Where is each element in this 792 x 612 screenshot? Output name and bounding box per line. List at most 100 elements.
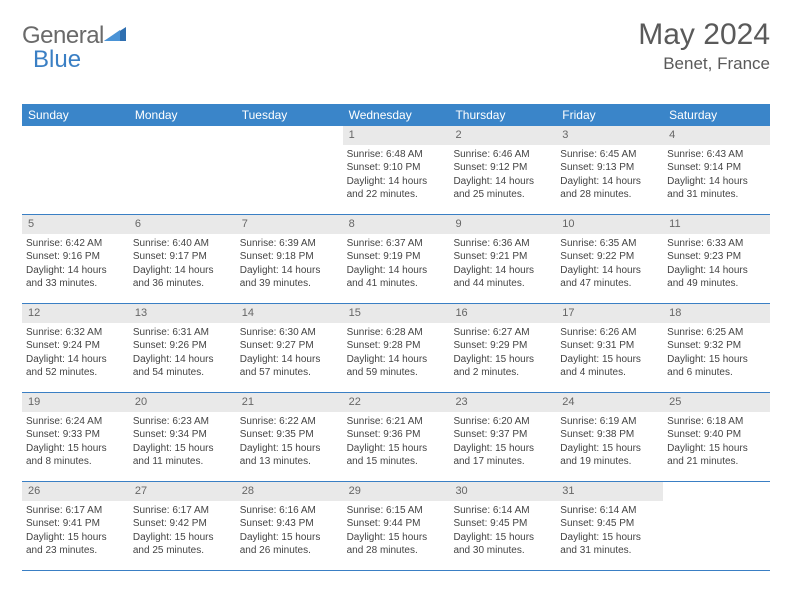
sunrise-line: Sunrise: 6:27 AM <box>453 326 552 340</box>
day-number: 6 <box>129 215 236 234</box>
day-info: Sunrise: 6:20 AMSunset: 9:37 PMDaylight:… <box>449 412 556 475</box>
sunrise-line: Sunrise: 6:18 AM <box>667 415 766 429</box>
week-row: 1Sunrise: 6:48 AMSunset: 9:10 PMDaylight… <box>22 126 770 215</box>
daylight-line: Daylight: 14 hours and 54 minutes. <box>133 353 232 380</box>
header: General May 2024 Benet, France <box>22 18 770 74</box>
daylight-line: Daylight: 14 hours and 39 minutes. <box>240 264 339 291</box>
day-info: Sunrise: 6:32 AMSunset: 9:24 PMDaylight:… <box>22 323 129 386</box>
day-number: 12 <box>22 304 129 323</box>
sunrise-line: Sunrise: 6:20 AM <box>453 415 552 429</box>
sunset-line: Sunset: 9:28 PM <box>347 339 446 353</box>
sunrise-line: Sunrise: 6:43 AM <box>667 148 766 162</box>
daylight-line: Daylight: 14 hours and 31 minutes. <box>667 175 766 202</box>
day-info: Sunrise: 6:14 AMSunset: 9:45 PMDaylight:… <box>556 501 663 564</box>
weekday-saturday: Saturday <box>663 104 770 126</box>
day-cell: 5Sunrise: 6:42 AMSunset: 9:16 PMDaylight… <box>22 215 129 303</box>
daylight-line: Daylight: 15 hours and 13 minutes. <box>240 442 339 469</box>
day-cell: 22Sunrise: 6:21 AMSunset: 9:36 PMDayligh… <box>343 393 450 481</box>
day-cell <box>236 126 343 214</box>
day-number: 17 <box>556 304 663 323</box>
day-info: Sunrise: 6:37 AMSunset: 9:19 PMDaylight:… <box>343 234 450 297</box>
weekday-thursday: Thursday <box>449 104 556 126</box>
sunrise-line: Sunrise: 6:28 AM <box>347 326 446 340</box>
day-number: 1 <box>343 126 450 145</box>
day-number: 15 <box>343 304 450 323</box>
sunset-line: Sunset: 9:13 PM <box>560 161 659 175</box>
day-info: Sunrise: 6:19 AMSunset: 9:38 PMDaylight:… <box>556 412 663 475</box>
week-row: 26Sunrise: 6:17 AMSunset: 9:41 PMDayligh… <box>22 482 770 571</box>
sunrise-line: Sunrise: 6:24 AM <box>26 415 125 429</box>
daylight-line: Daylight: 14 hours and 33 minutes. <box>26 264 125 291</box>
day-number: 3 <box>556 126 663 145</box>
day-info: Sunrise: 6:24 AMSunset: 9:33 PMDaylight:… <box>22 412 129 475</box>
daylight-line: Daylight: 14 hours and 22 minutes. <box>347 175 446 202</box>
day-info: Sunrise: 6:35 AMSunset: 9:22 PMDaylight:… <box>556 234 663 297</box>
daylight-line: Daylight: 15 hours and 25 minutes. <box>133 531 232 558</box>
sunset-line: Sunset: 9:34 PM <box>133 428 232 442</box>
daylight-line: Daylight: 14 hours and 28 minutes. <box>560 175 659 202</box>
day-cell: 18Sunrise: 6:25 AMSunset: 9:32 PMDayligh… <box>663 304 770 392</box>
day-number: 27 <box>129 482 236 501</box>
day-number: 4 <box>663 126 770 145</box>
day-info: Sunrise: 6:36 AMSunset: 9:21 PMDaylight:… <box>449 234 556 297</box>
day-number: 9 <box>449 215 556 234</box>
daylight-line: Daylight: 15 hours and 11 minutes. <box>133 442 232 469</box>
daylight-line: Daylight: 15 hours and 23 minutes. <box>26 531 125 558</box>
day-number: 10 <box>556 215 663 234</box>
logo-text-blue: Blue <box>33 46 81 74</box>
day-info: Sunrise: 6:40 AMSunset: 9:17 PMDaylight:… <box>129 234 236 297</box>
day-cell <box>129 126 236 214</box>
daylight-line: Daylight: 15 hours and 8 minutes. <box>26 442 125 469</box>
day-cell <box>22 126 129 214</box>
day-cell: 2Sunrise: 6:46 AMSunset: 9:12 PMDaylight… <box>449 126 556 214</box>
sunset-line: Sunset: 9:19 PM <box>347 250 446 264</box>
day-info: Sunrise: 6:25 AMSunset: 9:32 PMDaylight:… <box>663 323 770 386</box>
day-cell: 7Sunrise: 6:39 AMSunset: 9:18 PMDaylight… <box>236 215 343 303</box>
day-number: 23 <box>449 393 556 412</box>
day-number: 31 <box>556 482 663 501</box>
day-info: Sunrise: 6:28 AMSunset: 9:28 PMDaylight:… <box>343 323 450 386</box>
day-number: 8 <box>343 215 450 234</box>
weekday-friday: Friday <box>556 104 663 126</box>
day-number: 29 <box>343 482 450 501</box>
day-cell: 25Sunrise: 6:18 AMSunset: 9:40 PMDayligh… <box>663 393 770 481</box>
day-cell: 4 Sunrise: 6:43 AMSunset: 9:14 PMDaylight… <box>663 126 770 214</box>
weekday-monday: Monday <box>129 104 236 126</box>
sunrise-line: Sunrise: 6:26 AM <box>560 326 659 340</box>
daylight-line: Daylight: 15 hours and 2 minutes. <box>453 353 552 380</box>
day-cell: 15Sunrise: 6:28 AMSunset: 9:28 PMDayligh… <box>343 304 450 392</box>
daylight-line: Daylight: 15 hours and 28 minutes. <box>347 531 446 558</box>
sunset-line: Sunset: 9:12 PM <box>453 161 552 175</box>
day-cell: 19Sunrise: 6:24 AMSunset: 9:33 PMDayligh… <box>22 393 129 481</box>
day-number: 14 <box>236 304 343 323</box>
weekday-header: SundayMondayTuesdayWednesdayThursdayFrid… <box>22 104 770 126</box>
day-info: Sunrise: 6:39 AMSunset: 9:18 PMDaylight:… <box>236 234 343 297</box>
sunset-line: Sunset: 9:32 PM <box>667 339 766 353</box>
sunset-line: Sunset: 9:21 PM <box>453 250 552 264</box>
sunrise-line: Sunrise: 6:32 AM <box>26 326 125 340</box>
daylight-line: Daylight: 14 hours and 59 minutes. <box>347 353 446 380</box>
sunrise-line: Sunrise: 6:36 AM <box>453 237 552 251</box>
weekday-wednesday: Wednesday <box>343 104 450 126</box>
day-info: Sunrise: 6:27 AMSunset: 9:29 PMDaylight:… <box>449 323 556 386</box>
day-cell: 12Sunrise: 6:32 AMSunset: 9:24 PMDayligh… <box>22 304 129 392</box>
sunset-line: Sunset: 9:38 PM <box>560 428 659 442</box>
day-info: Sunrise: 6:45 AMSunset: 9:13 PMDaylight:… <box>556 145 663 208</box>
sunrise-line: Sunrise: 6:25 AM <box>667 326 766 340</box>
daylight-line: Daylight: 15 hours and 30 minutes. <box>453 531 552 558</box>
daylight-line: Daylight: 14 hours and 57 minutes. <box>240 353 339 380</box>
day-number: 21 <box>236 393 343 412</box>
day-cell: 11Sunrise: 6:33 AMSunset: 9:23 PMDayligh… <box>663 215 770 303</box>
day-info: Sunrise: 6:17 AMSunset: 9:42 PMDaylight:… <box>129 501 236 564</box>
day-cell: 24Sunrise: 6:19 AMSunset: 9:38 PMDayligh… <box>556 393 663 481</box>
sunset-line: Sunset: 9:43 PM <box>240 517 339 531</box>
day-cell: 13Sunrise: 6:31 AMSunset: 9:26 PMDayligh… <box>129 304 236 392</box>
day-number: 5 <box>22 215 129 234</box>
sunset-line: Sunset: 9:22 PM <box>560 250 659 264</box>
sunrise-line: Sunrise: 6:17 AM <box>26 504 125 518</box>
day-cell: 14Sunrise: 6:30 AMSunset: 9:27 PMDayligh… <box>236 304 343 392</box>
sunset-line: Sunset: 9:10 PM <box>347 161 446 175</box>
sunset-line: Sunset: 9:14 PM <box>667 161 766 175</box>
sunrise-line: Sunrise: 6:16 AM <box>240 504 339 518</box>
sunset-line: Sunset: 9:36 PM <box>347 428 446 442</box>
